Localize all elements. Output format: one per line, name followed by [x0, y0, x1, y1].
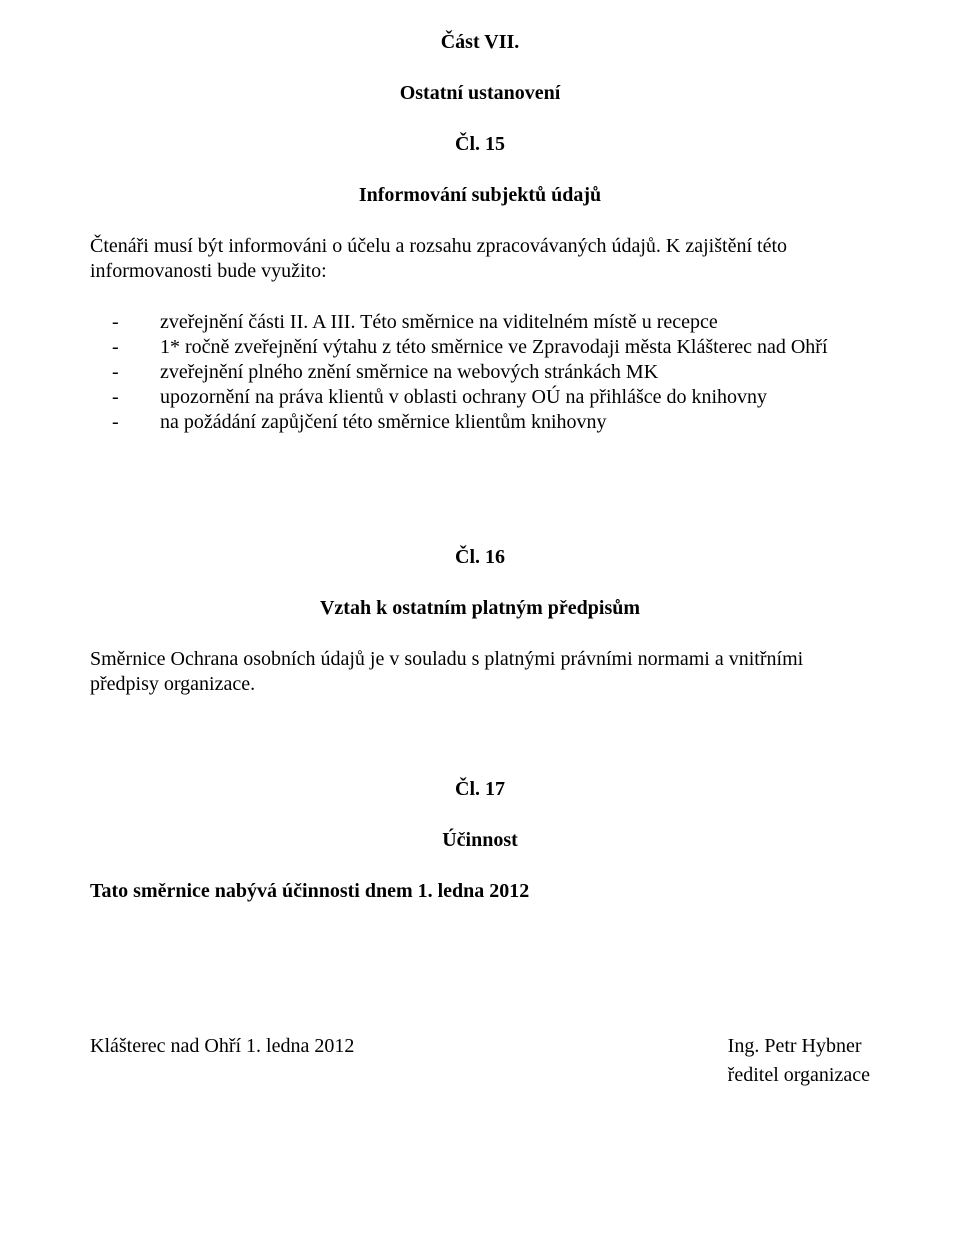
article-15-title: Informování subjektů údajů: [90, 183, 870, 208]
article-16-text: Směrnice Ochrana osobních údajů je v sou…: [90, 647, 870, 697]
list-item-text: zveřejnění části II. A III. Této směrnic…: [160, 310, 870, 335]
list-item-text: 1* ročně zveřejnění výtahu z této směrni…: [160, 335, 870, 360]
spacer: [90, 284, 870, 310]
article-17-title: Účinnost: [90, 828, 870, 853]
signature-name: Ing. Petr Hybner: [728, 1034, 870, 1059]
article-17-text: Tato směrnice nabývá účinnosti dnem 1. l…: [90, 879, 870, 904]
list-item-text: upozornění na práva klientů v oblasti oc…: [160, 385, 870, 410]
article-15-list: - zveřejnění části II. A III. Této směrn…: [90, 310, 870, 435]
list-item: - zveřejnění plného znění směrnice na we…: [90, 360, 870, 385]
list-item: - 1* ročně zveřejnění výtahu z této směr…: [90, 335, 870, 360]
article-16-number: Čl. 16: [90, 545, 870, 570]
article-15-number: Čl. 15: [90, 132, 870, 157]
signature-role: ředitel organizace: [728, 1063, 870, 1088]
signature-row: Klášterec nad Ohří 1. ledna 2012 Ing. Pe…: [90, 1034, 870, 1088]
bullet-dash: -: [90, 385, 160, 410]
signature-place-date: Klášterec nad Ohří 1. ledna 2012: [90, 1034, 354, 1088]
list-item: - upozornění na práva klientů v oblasti …: [90, 385, 870, 410]
signature-block: Ing. Petr Hybner ředitel organizace: [728, 1034, 870, 1088]
part-label: Část VII.: [90, 30, 870, 55]
spacer: [90, 1014, 870, 1034]
list-item: - na požádání zapůjčení této směrnice kl…: [90, 410, 870, 435]
article-16-title: Vztah k ostatním platným předpisům: [90, 596, 870, 621]
list-item: - zveřejnění části II. A III. Této směrn…: [90, 310, 870, 335]
spacer: [90, 904, 870, 1014]
bullet-dash: -: [90, 335, 160, 360]
article-17-number: Čl. 17: [90, 777, 870, 802]
spacer: [90, 435, 870, 545]
article-15-intro: Čtenáři musí být informováni o účelu a r…: [90, 234, 870, 284]
bullet-dash: -: [90, 360, 160, 385]
list-item-text: zveřejnění plného znění směrnice na webo…: [160, 360, 870, 385]
part-title: Ostatní ustanovení: [90, 81, 870, 106]
bullet-dash: -: [90, 410, 160, 435]
spacer: [90, 697, 870, 777]
bullet-dash: -: [90, 310, 160, 335]
list-item-text: na požádání zapůjčení této směrnice klie…: [160, 410, 870, 435]
